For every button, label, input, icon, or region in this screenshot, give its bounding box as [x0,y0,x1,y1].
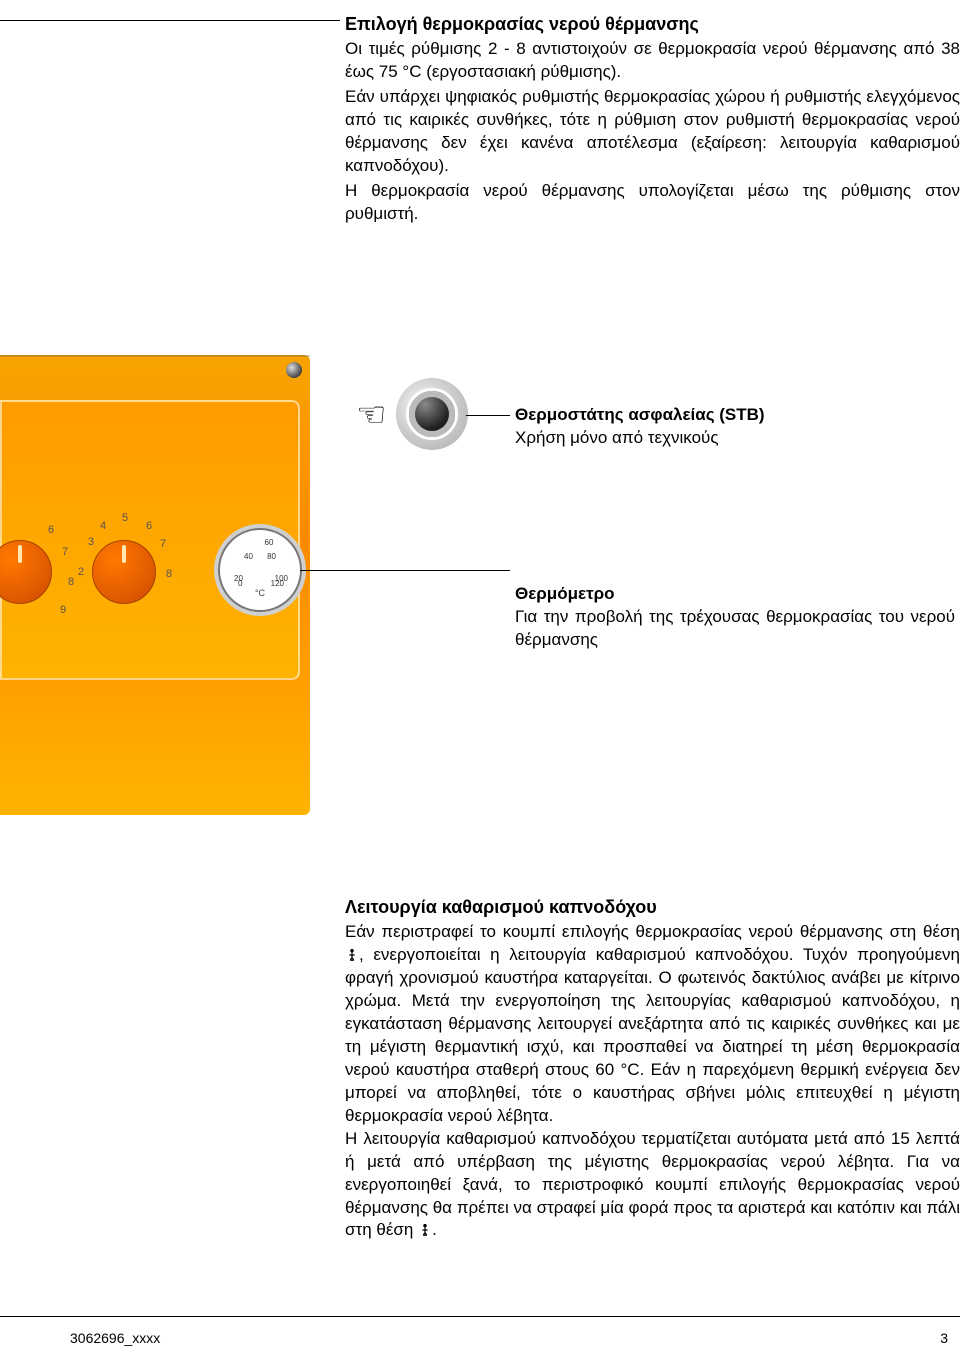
section3-p2b: . [432,1220,437,1239]
tick: 9 [60,604,66,616]
section1-p1: Οι τιμές ρύθμισης 2 - 8 αντιστοιχούν σε … [345,38,960,84]
knob-pointer [122,545,126,563]
temperature-knob-right [92,540,156,604]
heading-heating-water-temp: Επιλογή θερμοκρασίας νερού θέρμανσης [345,12,960,36]
page-footer: 3062696_xxxx 3 [0,1316,960,1358]
tick: 7 [62,546,68,558]
section1-p3: Η θερμοκρασία νερού θέρμανσης υπολογίζετ… [345,180,960,226]
gauge-unit: °C [220,530,300,610]
tick: 4 [100,520,106,532]
chimney-sweep-icon [345,948,359,962]
section3-p1a: Εάν περιστραφεί το κουμπί επιλογής θερμο… [345,922,960,941]
tick: 7 [160,538,166,550]
section-heating-water-temp: Επιλογή θερμοκρασίας νερού θέρμανσης Οι … [345,12,960,228]
tick: 8 [166,568,172,580]
leader-line-stb [466,415,510,416]
thermometer-heading: Θερμόμετρο [515,583,955,606]
tick: 3 [88,536,94,548]
chimney-sweep-icon [418,1223,432,1237]
footer-page-number: 3 [940,1330,948,1346]
panel-trim [0,355,310,357]
section1-p2: Εάν υπάρχει ψηφιακός ρυθμιστής θερμοκρασ… [345,86,960,178]
pointing-hand-icon: ☞ [356,395,386,435]
thermometer-gauge: 0 20 40 60 80 100 120 °C [218,528,302,612]
heading-chimney-cleaning: Λειτουργία καθαρισμού καπνοδόχου [345,895,960,919]
section3-p1b: , ενεργοποιείται η λειτουργία καθαρισμού… [345,945,960,1125]
stb-line: Χρήση μόνο από τεχνικούς [515,427,935,450]
panel-screw [286,362,302,378]
leader-line-top [0,20,340,21]
stb-heading: Θερμοστάτης ασφαλείας (STB) [515,404,935,427]
thermometer-line: Για την προβολή της τρέχουσας θερμοκρασί… [515,606,955,652]
section3-p2: Η λειτουργία καθαρισμού καπνοδόχου τερμα… [345,1128,960,1243]
knob-pointer [18,545,22,563]
footer-doc-id: 3062696_xxxx [70,1330,160,1346]
thermometer-label-block: Θερμόμετρο Για την προβολή της τρέχουσας… [515,583,955,652]
tick: 6 [48,524,54,536]
tick: 2 [78,566,84,578]
stb-knob [406,388,458,440]
section3-p2a: Η λειτουργία καθαρισμού καπνοδόχου τερμα… [345,1129,960,1240]
section3-p1: Εάν περιστραφεί το κουμπί επιλογής θερμο… [345,921,960,1127]
tick: 5 [122,512,128,524]
tick: 8 [68,576,74,588]
stb-label-block: Θερμοστάτης ασφαλείας (STB) Χρήση μόνο α… [515,404,935,450]
leader-line-therm [300,570,510,571]
section-chimney-cleaning: Λειτουργία καθαρισμού καπνοδόχου Εάν περ… [345,895,960,1242]
tick: 6 [146,520,152,532]
